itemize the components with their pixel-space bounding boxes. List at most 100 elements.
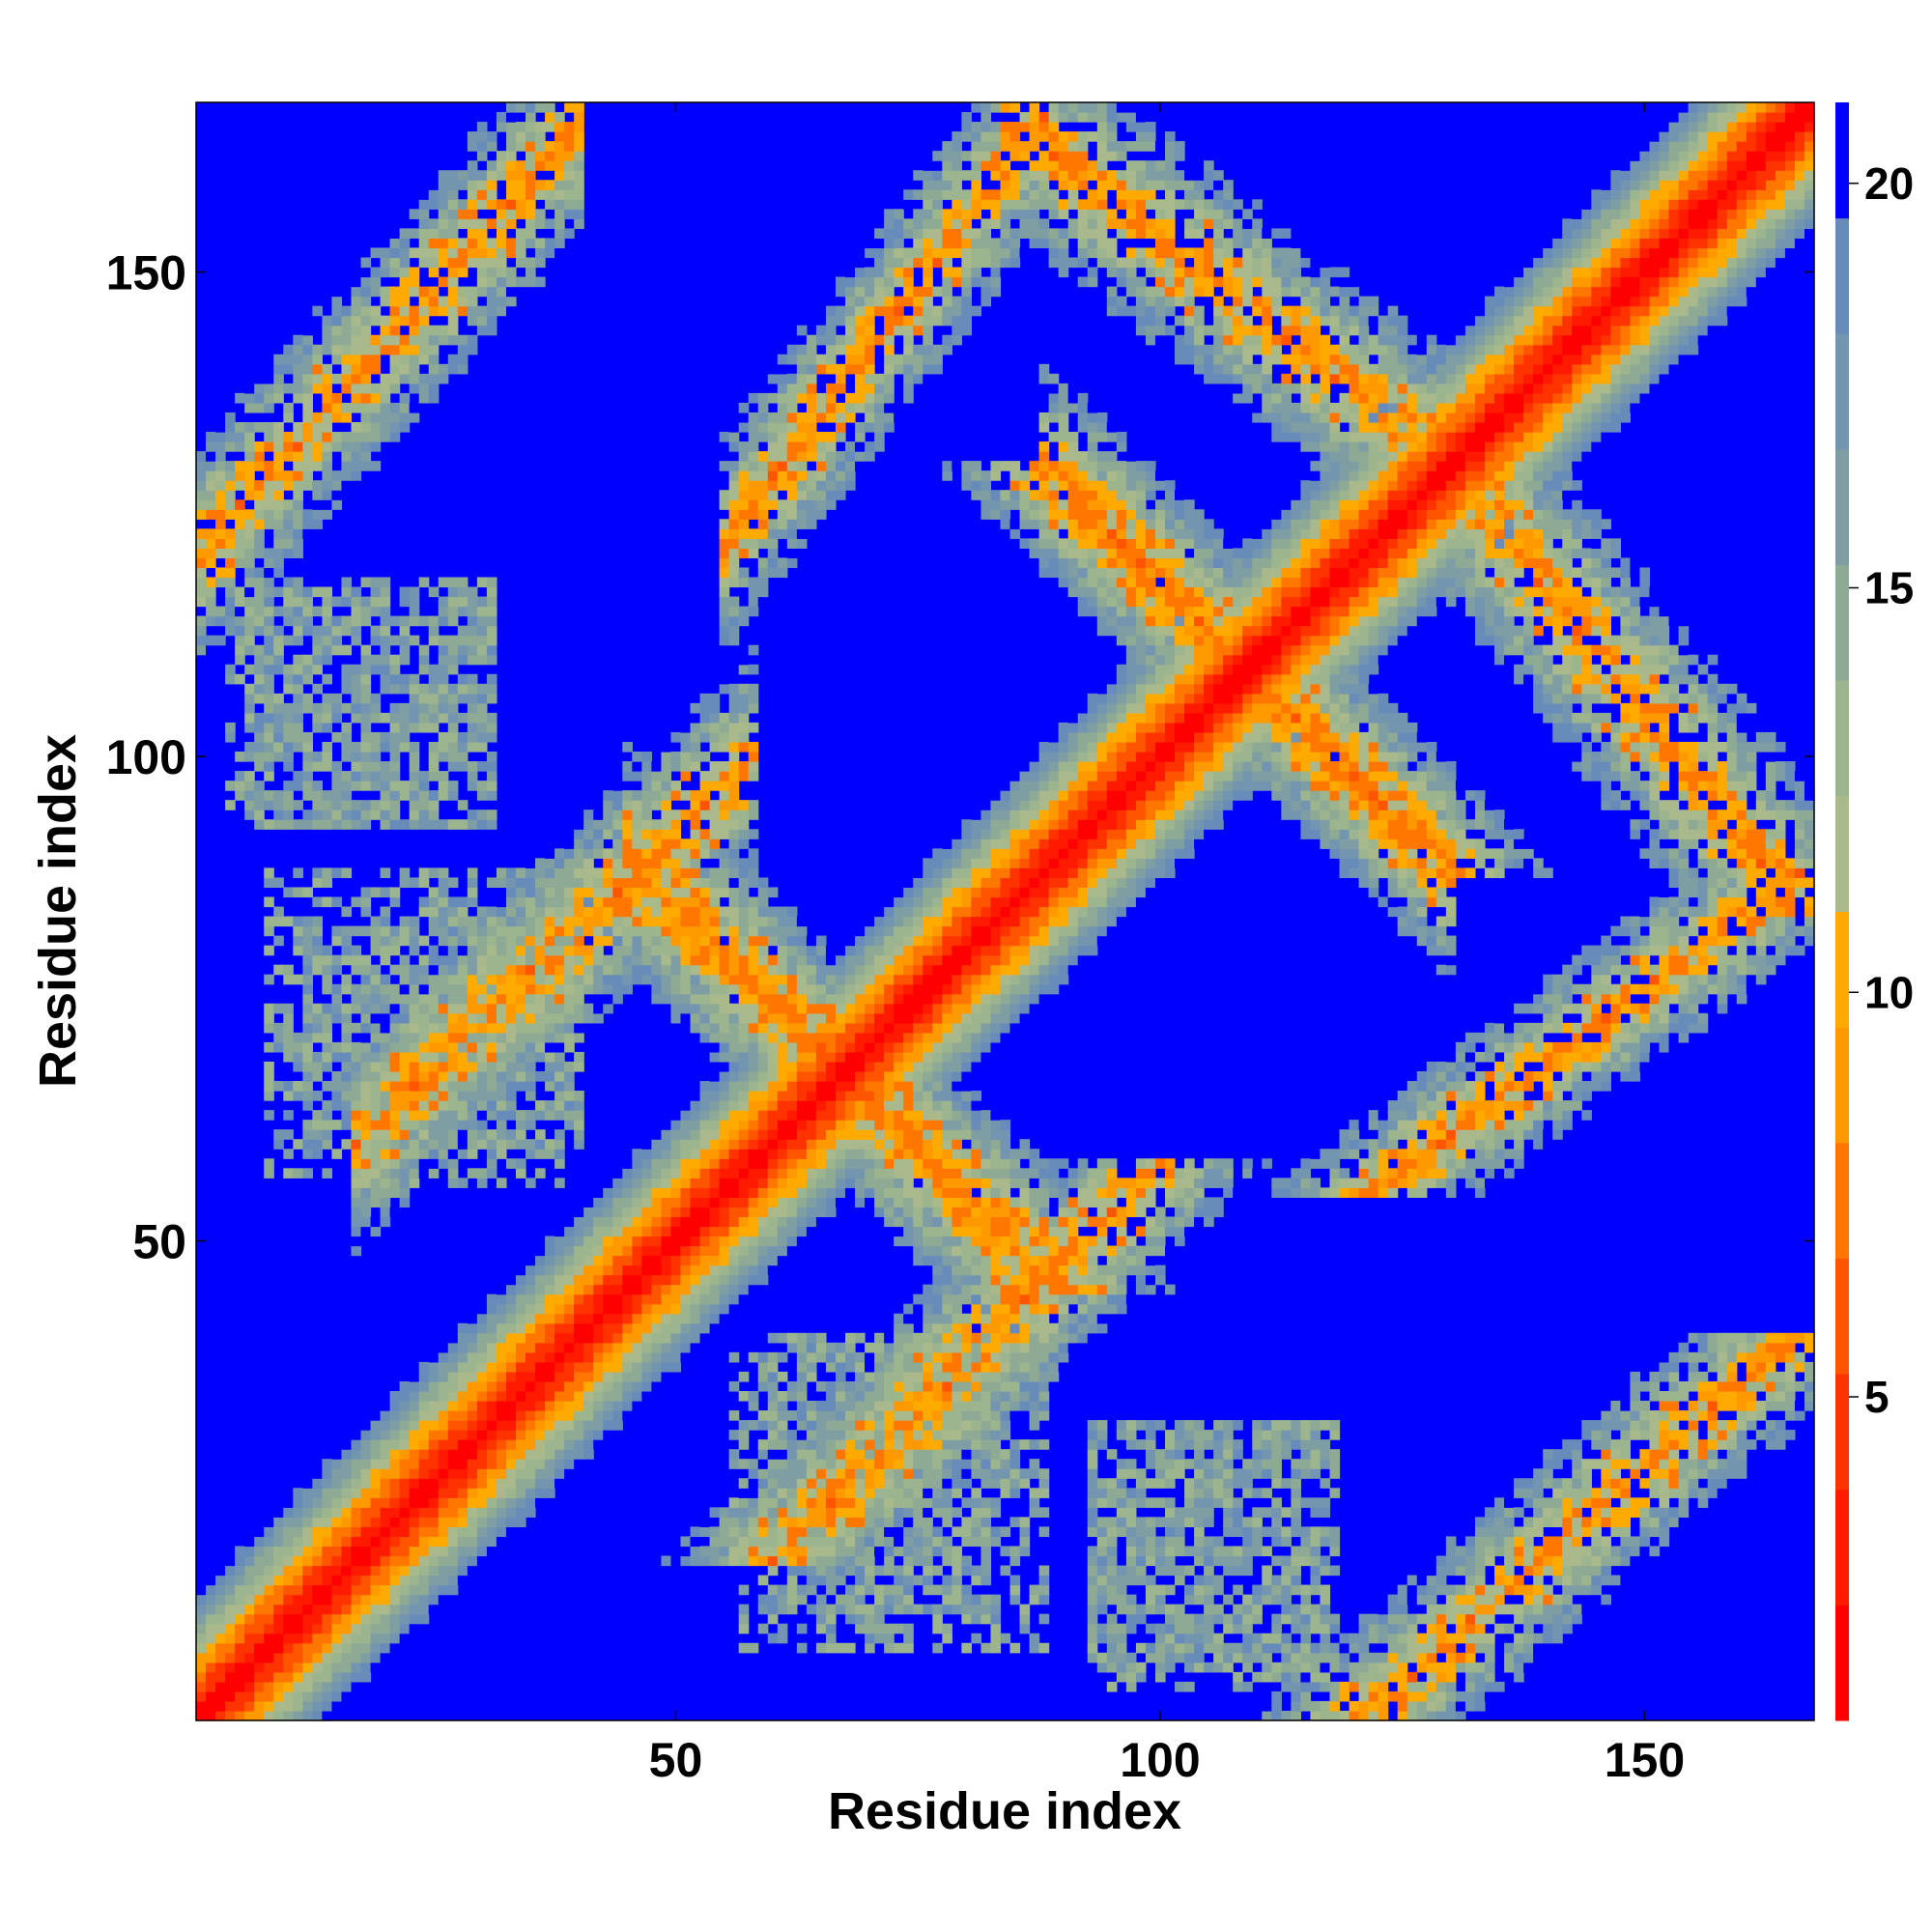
heatmap-cell [505, 1322, 517, 1334]
heatmap-cell [786, 519, 798, 529]
heatmap-cell [612, 1390, 623, 1402]
heatmap-cell [835, 1478, 846, 1489]
heatmap-cell [215, 1700, 226, 1712]
heatmap-cell [670, 1351, 682, 1363]
heatmap-cell [496, 1342, 507, 1353]
heatmap-cell [389, 635, 401, 646]
heatmap-cell [554, 1022, 565, 1034]
heatmap-cell [457, 1120, 469, 1130]
heatmap-cell [796, 1526, 808, 1538]
heatmap-cell [757, 1439, 769, 1450]
heatmap-cell [526, 1342, 536, 1353]
heatmap-cell [264, 1710, 274, 1721]
heatmap-cell [728, 790, 740, 801]
heatmap-cell [399, 974, 411, 985]
heatmap-cell [680, 1100, 692, 1111]
heatmap-cell [399, 354, 411, 365]
heatmap-cell [244, 635, 255, 646]
heatmap-cell [370, 916, 382, 927]
heatmap-cell [331, 644, 343, 656]
heatmap-cell [496, 896, 507, 908]
heatmap-cell [428, 722, 440, 733]
heatmap-cell [545, 1022, 555, 1034]
heatmap-cell [476, 1410, 488, 1421]
heatmap-cell [554, 1332, 565, 1344]
heatmap-cell [370, 945, 382, 956]
heatmap-cell [293, 867, 303, 878]
heatmap-cell [476, 1420, 488, 1431]
heatmap-cell [322, 1710, 333, 1721]
heatmap-cell [632, 848, 642, 859]
heatmap-cell [476, 790, 488, 801]
heatmap-cell [467, 1517, 478, 1527]
heatmap-cell [351, 964, 362, 976]
heatmap-cell [264, 1623, 274, 1634]
heatmap-cell [641, 935, 653, 947]
heatmap-cell [486, 1012, 497, 1024]
heatmap-cell [815, 1207, 827, 1218]
heatmap-cell [825, 1187, 837, 1198]
heatmap-cell [670, 1168, 682, 1179]
heatmap-cell [283, 470, 294, 481]
heatmap-cell [622, 974, 633, 985]
heatmap-cell [748, 490, 759, 500]
heatmap-cell [748, 722, 759, 733]
heatmap-cell [748, 432, 759, 442]
heatmap-cell [603, 1420, 613, 1431]
heatmap-cell [283, 781, 294, 791]
heatmap-cell [728, 1284, 740, 1295]
heatmap-cell [476, 1380, 488, 1392]
heatmap-cell [526, 160, 536, 171]
heatmap-cell [409, 1584, 420, 1596]
heatmap-cell [680, 1284, 692, 1295]
heatmap-cell [545, 151, 555, 161]
heatmap-cell [438, 334, 449, 346]
heatmap-cell [486, 1410, 497, 1421]
heatmap-cell [603, 954, 613, 966]
heatmap-cell [496, 305, 507, 317]
heatmap-cell [399, 1012, 411, 1024]
heatmap-cell [389, 1091, 401, 1101]
heatmap-cell [264, 373, 274, 384]
heatmap-cell [447, 993, 459, 1005]
heatmap-cell [757, 1129, 769, 1140]
heatmap-cell [341, 1594, 353, 1605]
heatmap-cell [457, 305, 469, 317]
heatmap-cell [351, 1517, 362, 1527]
heatmap-cell [796, 1091, 808, 1101]
heatmap-cell [786, 974, 798, 985]
heatmap-cell [351, 1081, 362, 1092]
heatmap-cell [583, 896, 594, 908]
heatmap-cell [370, 1051, 382, 1063]
heatmap-cell [302, 1690, 313, 1702]
heatmap-cell [206, 1604, 216, 1615]
heatmap-cell [612, 790, 623, 801]
heatmap-cell [351, 819, 362, 830]
heatmap-cell [254, 781, 265, 791]
heatmap-cell [526, 1264, 536, 1276]
heatmap-cell [651, 1380, 663, 1392]
heatmap-cell [225, 1604, 236, 1615]
heatmap-cell [651, 867, 663, 878]
heatmap-cell [535, 1003, 546, 1014]
heatmap-cell [709, 771, 721, 781]
heatmap-cell [699, 1332, 711, 1344]
heatmap-cell [370, 693, 382, 704]
heatmap-cell [360, 1604, 372, 1615]
heatmap-cell [467, 964, 478, 976]
heatmap-cell [545, 1303, 555, 1315]
heatmap-cell [767, 1032, 779, 1043]
heatmap-cell [273, 354, 284, 365]
heatmap-cell [777, 1439, 788, 1450]
heatmap-cell [360, 363, 372, 375]
heatmap-cell [709, 702, 721, 714]
heatmap-cell [264, 1110, 274, 1121]
heatmap-cell [370, 1226, 382, 1237]
heatmap-cell [235, 392, 245, 404]
heatmap-cell [505, 1158, 517, 1169]
heatmap-cell [515, 1371, 526, 1382]
heatmap-cell [293, 1488, 303, 1498]
heatmap-cell [835, 1526, 846, 1538]
heatmap-cell [777, 412, 788, 423]
heatmap-cell [254, 606, 265, 617]
